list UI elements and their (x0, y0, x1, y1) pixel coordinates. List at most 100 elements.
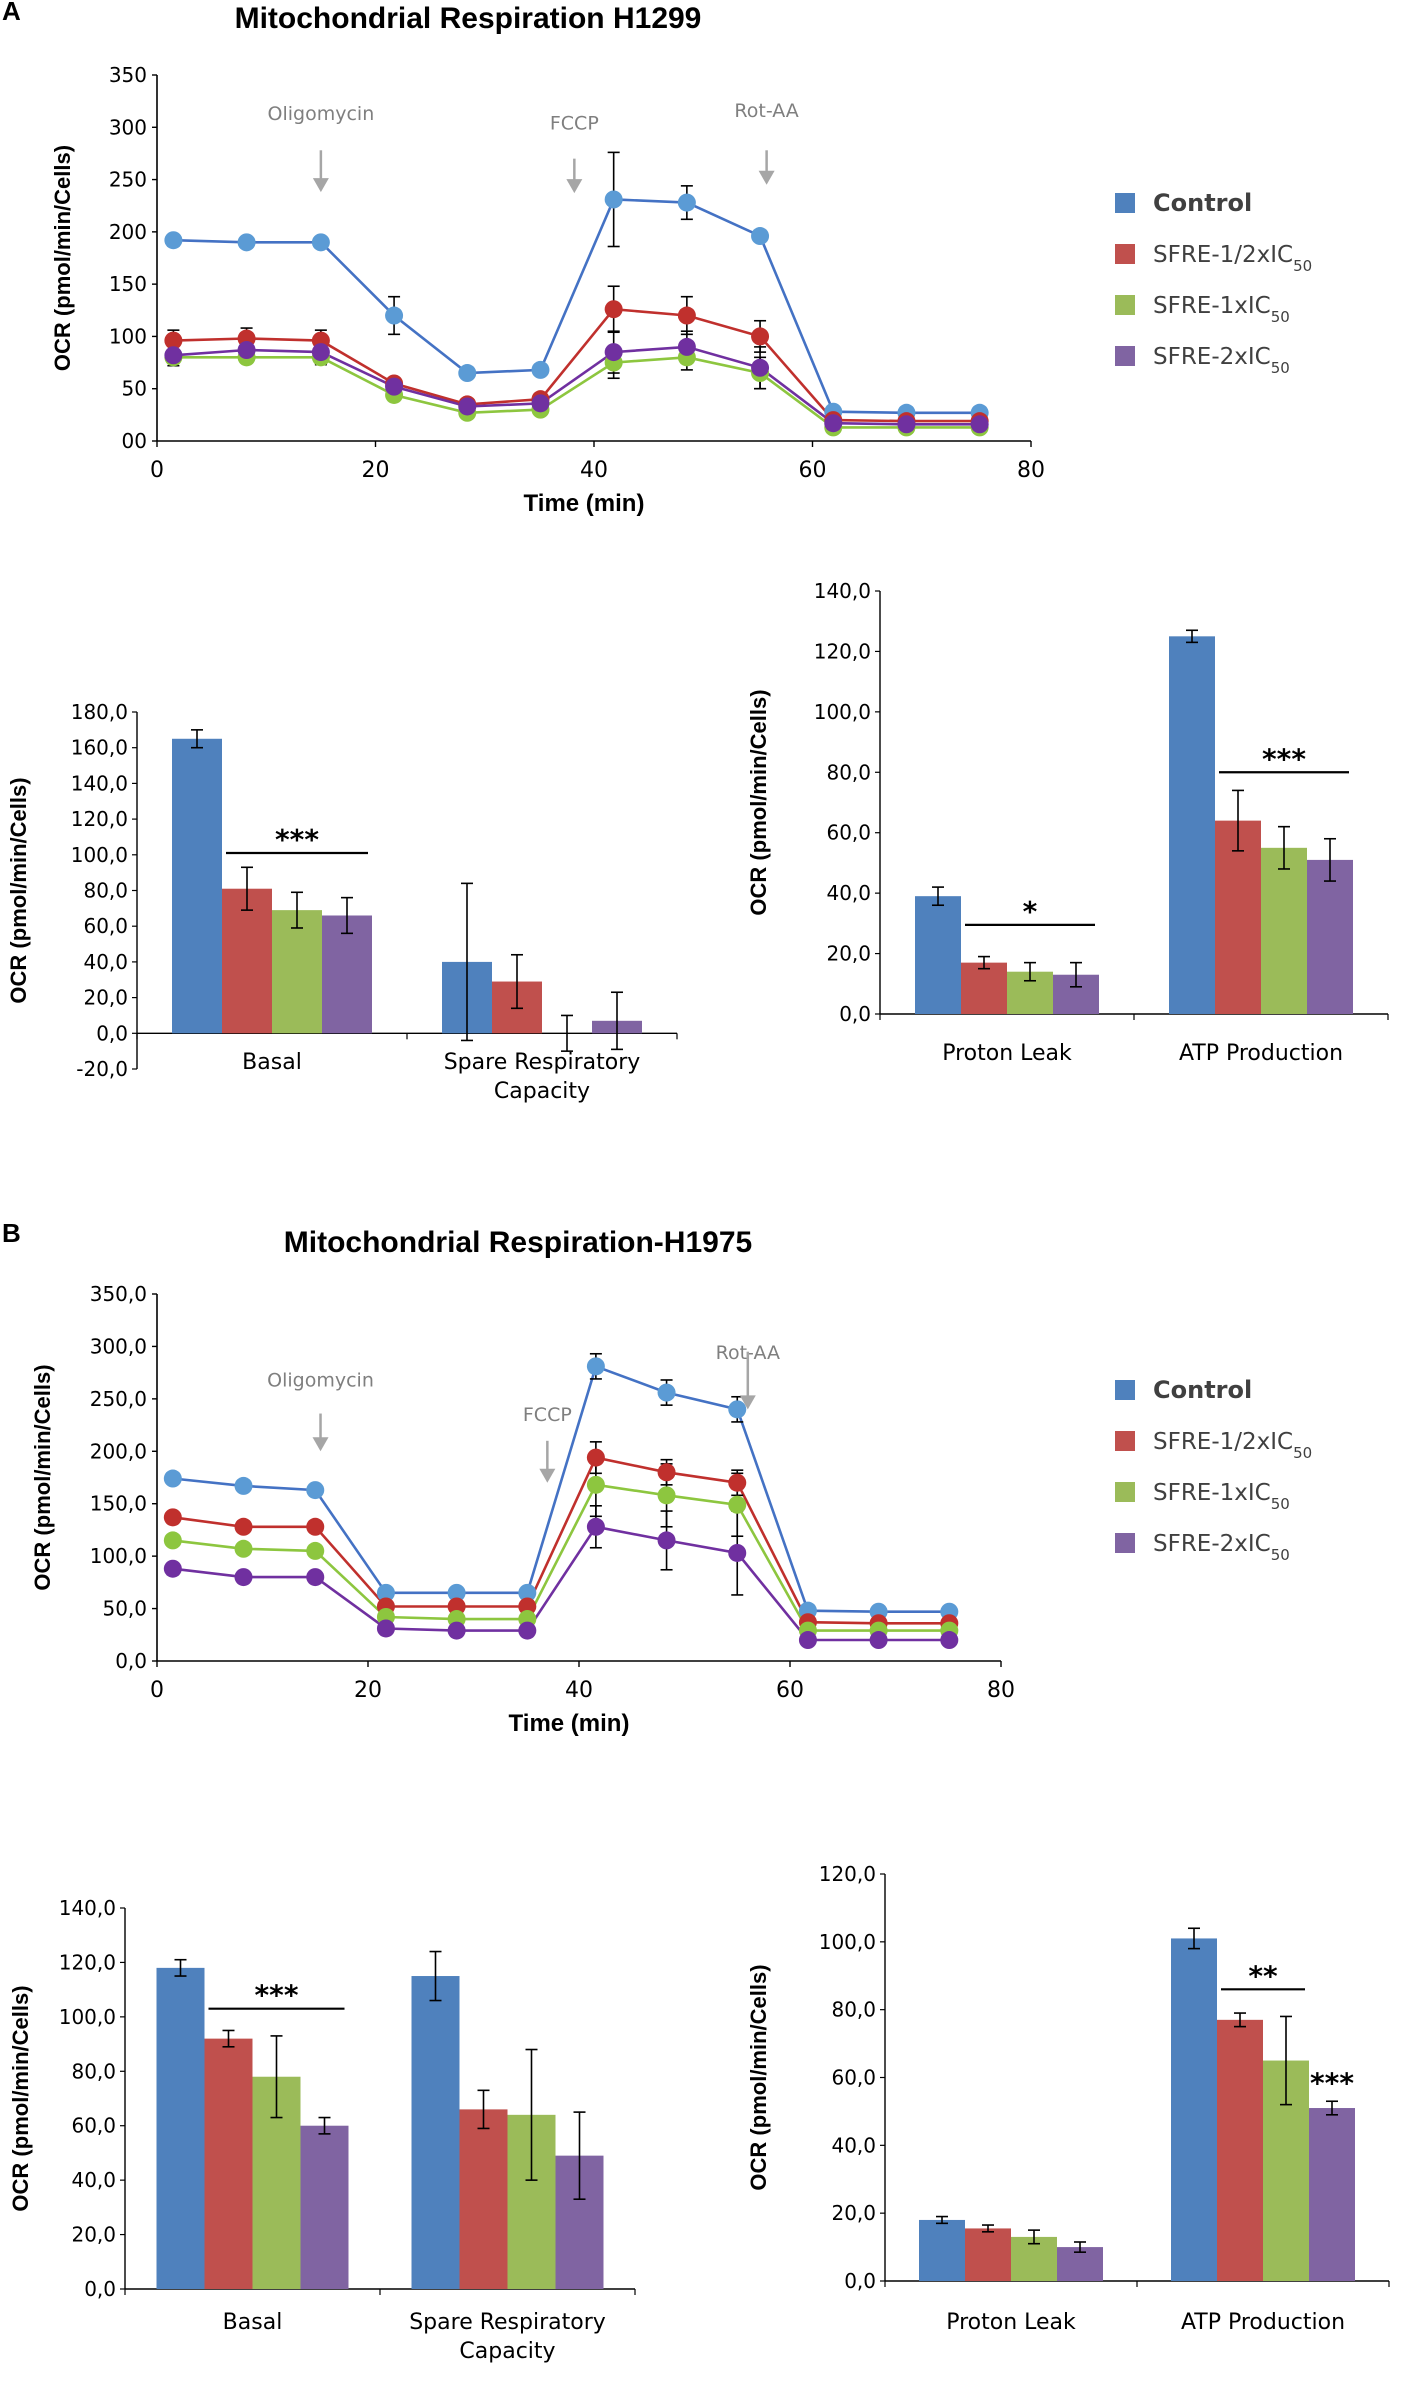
data-point-sfre-1-2xic50 (604, 300, 623, 319)
legend-b: ControlSFRE-1/2xIC50SFRE-1xIC50SFRE-2xIC… (1115, 1376, 1312, 1564)
y-tick-label: 100,0 (819, 1930, 876, 1954)
bar-sfre-2xic50-basal (300, 2125, 349, 2289)
data-point-control (458, 364, 477, 383)
legend-swatch-sfre-1xic50 (1115, 295, 1135, 315)
data-point-control (728, 1400, 747, 1419)
legend-swatch-sfre-2xic50 (1115, 346, 1135, 366)
y-tick-label: 00 (122, 429, 147, 453)
data-point-sfre-1-2xic50 (306, 1517, 325, 1536)
legend-swatch-control (1115, 193, 1135, 213)
y-tick-label: 140,0 (71, 771, 128, 795)
annotation-arrow-head (312, 178, 329, 193)
y-tick-label: 300,0 (90, 1334, 147, 1358)
significance-label: ** (1248, 1959, 1278, 1992)
data-point-sfre-1-2xic50 (164, 331, 183, 350)
bar-sfre-2xic50-atp-production (1309, 2108, 1355, 2281)
data-point-sfre-2xic50 (518, 1621, 537, 1640)
data-point-sfre-2xic50 (376, 1619, 395, 1638)
y-tick-label: 80,0 (83, 879, 128, 903)
y-tick-label: 0,0 (84, 2277, 116, 2301)
y-tick-label: 100,0 (814, 700, 871, 724)
data-point-sfre-2xic50 (751, 358, 770, 377)
data-point-sfre-2xic50 (306, 1568, 325, 1587)
data-point-control (376, 1583, 395, 1602)
y-tick-label: 200,0 (90, 1439, 147, 1463)
data-point-sfre-2xic50 (234, 1568, 253, 1587)
legend-label-subscript: 50 (1271, 359, 1290, 377)
y-tick-label: 350,0 (90, 1282, 147, 1306)
legend-label-subscript: 50 (1271, 1546, 1290, 1564)
y-axis-title: OCR (pmol/min/Cells) (8, 1985, 33, 2211)
panel-letter-a: A (2, 0, 21, 26)
x-axis-title: Time (min) (509, 1710, 630, 1737)
data-point-control (751, 227, 770, 246)
series-line-sfre-1xic50 (173, 355, 980, 429)
bar-sfre-1xic50-basal (272, 910, 322, 1034)
y-tick-label: 80,0 (71, 2059, 116, 2083)
category-label: ATP Production (1179, 1041, 1343, 1066)
x-tick-label: 80 (987, 1678, 1015, 1703)
legend-label-subscript: 50 (1293, 257, 1312, 275)
y-tick-label: 140,0 (59, 1896, 116, 1920)
category-label: Basal (223, 2310, 283, 2335)
y-tick-label: 60,0 (71, 2114, 116, 2138)
y-tick-label: 20,0 (83, 986, 128, 1010)
bar-sfre-1-2xic50-atp-production (1215, 820, 1261, 1014)
significance-label: * (1023, 895, 1038, 928)
legend-label-main: SFRE-1xIC (1153, 293, 1271, 319)
series-line-sfre-1-2xic50 (173, 307, 980, 423)
legend-swatch-control (1115, 1380, 1135, 1400)
y-tick-label: 300 (109, 115, 147, 139)
y-tick-label: 160,0 (71, 736, 128, 760)
bar-sfre-1-2xic50-spare-respiratory-capacity (459, 2109, 508, 2289)
data-point-control (518, 1583, 537, 1602)
significance-label: *** (275, 823, 319, 856)
data-point-control (385, 306, 404, 325)
bar-sfre-1-2xic50-proton-leak (961, 962, 1007, 1014)
y-tick-label: 80,0 (826, 760, 871, 784)
data-point-sfre-2xic50 (728, 1543, 747, 1562)
data-point-sfre-2xic50 (824, 414, 843, 433)
category-label: Spare Respiratory (444, 1050, 641, 1075)
y-tick-label: 0,0 (96, 1021, 128, 1045)
y-axis-title: OCR (pmol/min/Cells) (30, 1364, 55, 1590)
legend-label-main: SFRE-2xIC (1153, 1531, 1271, 1557)
legend-swatch-sfre-1xic50 (1115, 1482, 1135, 1502)
bar-sfre-1-2xic50-basal (204, 2038, 253, 2289)
y-tick-label: 150 (109, 272, 147, 296)
legend-label-sfre-1xic50: SFRE-1xIC50 (1153, 293, 1290, 326)
data-point-sfre-2xic50 (447, 1621, 466, 1640)
y-tick-label: 40,0 (831, 2133, 876, 2157)
legend-label-subscript: 50 (1271, 308, 1290, 326)
chart-a-bar-basal-spare: -20,0 0,0 20,0 40,0 60,0 80,0 100,0 120,0 140,0 1… (6, 700, 678, 1104)
annotation-arrow-head (566, 179, 583, 194)
annotation-arrow-head (539, 1468, 556, 1483)
legend-swatch-sfre-1-2xic50 (1115, 244, 1135, 264)
bar-control-atp-production (1171, 1938, 1217, 2281)
data-point-sfre-1-2xic50 (751, 327, 770, 346)
y-tick-label: 40,0 (826, 881, 871, 905)
y-tick-label: 0,0 (839, 1002, 871, 1026)
y-tick-label: 20,0 (826, 942, 871, 966)
x-tick-label: 80 (1017, 458, 1045, 483)
data-point-sfre-1xic50 (657, 1486, 676, 1505)
y-tick-label: 20,0 (831, 2201, 876, 2225)
chart-b-line: 0,0 50,0 100,0 150,0 200,0 250,0 300,0 350,0 0 20… (30, 1282, 1015, 1737)
data-point-sfre-2xic50 (311, 343, 330, 362)
legend-label-main: SFRE-2xIC (1153, 344, 1271, 370)
annotation-label-fccp: FCCP (523, 1404, 572, 1426)
y-tick-label: 120,0 (59, 1950, 116, 1974)
data-point-sfre-1xic50 (728, 1495, 747, 1514)
series-line-sfre-2xic50 (172, 1525, 950, 1642)
category-label: Spare Respiratory (409, 2310, 606, 2335)
y-axis-title: OCR (pmol/min/Cells) (6, 777, 31, 1003)
y-tick-label: 250,0 (90, 1387, 147, 1411)
data-point-control (311, 233, 330, 252)
legend-label-main: SFRE-1/2xIC (1153, 242, 1293, 268)
legend-label-control: Control (1153, 1376, 1252, 1404)
x-tick-label: 60 (799, 458, 827, 483)
bar-control-basal (156, 1967, 205, 2289)
y-tick-label: 0,0 (844, 2269, 876, 2293)
data-point-sfre-2xic50 (970, 415, 989, 434)
